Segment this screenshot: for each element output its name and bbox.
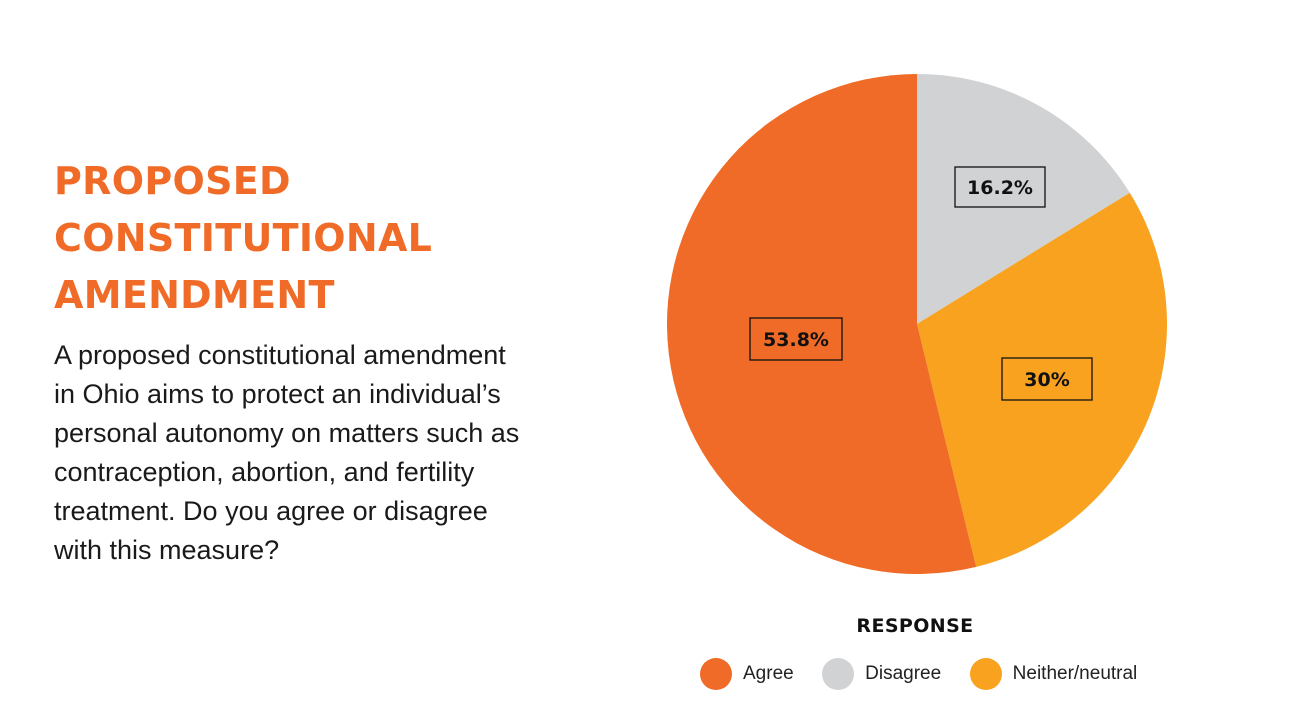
slice-label-neutral: 30% xyxy=(1001,357,1093,401)
slice-label-text-neutral: 30% xyxy=(1024,369,1069,391)
legend-item-disagree: Disagree xyxy=(822,658,941,690)
legend-label-agree: Agree xyxy=(743,663,794,684)
pie-slice-neutral xyxy=(917,192,1168,567)
slice-label-box-neutral xyxy=(1001,357,1093,401)
legend-swatch-disagree xyxy=(822,658,855,690)
slice-label-text-disagree: 16.2% xyxy=(967,177,1033,199)
pie-slices xyxy=(667,74,1168,574)
question-line-2: in Ohio aims to protect an individual’s xyxy=(54,379,501,409)
legend-title: RESPONSE xyxy=(856,615,974,637)
slice-label-agree: 53.8% xyxy=(749,317,843,361)
legend-label-neutral: Neither/neutral xyxy=(1012,663,1138,684)
title-line-3: AMENDMENT xyxy=(54,273,335,317)
question-line-3: personal autonomy on matters such as xyxy=(54,418,520,448)
title-line-2: CONSTITUTIONAL xyxy=(54,216,433,260)
slice-label-disagree: 16.2% xyxy=(954,166,1046,208)
legend-label-disagree: Disagree xyxy=(865,663,942,684)
legend-swatch-neutral xyxy=(969,658,1002,690)
slice-label-text-agree: 53.8% xyxy=(763,329,829,351)
slice-label-box-disagree xyxy=(954,166,1046,208)
question-line-4: contraception, abortion, and fertility xyxy=(54,457,475,487)
legend-items: Agree Disagree Neither/neutral xyxy=(700,658,1161,695)
chart-title: PROPOSED CONSTITUTIONAL AMENDMENT xyxy=(54,153,574,324)
question-line-6: with this measure? xyxy=(54,535,280,565)
legend-item-neutral: Neither/neutral xyxy=(969,658,1138,690)
title-line-1: PROPOSED xyxy=(54,159,291,203)
question-line-5: treatment. Do you agree or disagree xyxy=(54,496,488,526)
pie-slice-agree xyxy=(667,74,977,574)
pie-slice-disagree xyxy=(917,74,1130,324)
slice-label-box-agree xyxy=(749,317,843,361)
question-text: A proposed constitutional amendment in O… xyxy=(54,336,614,570)
question-line-1: A proposed constitutional amendment xyxy=(54,340,506,370)
legend-item-agree: Agree xyxy=(700,658,794,690)
legend-swatch-agree xyxy=(700,658,732,690)
legend: RESPONSE Agree Disagree Neither/neutral xyxy=(700,615,1160,690)
pie-labels: 16.2% 30% 53.8% xyxy=(749,166,1093,401)
